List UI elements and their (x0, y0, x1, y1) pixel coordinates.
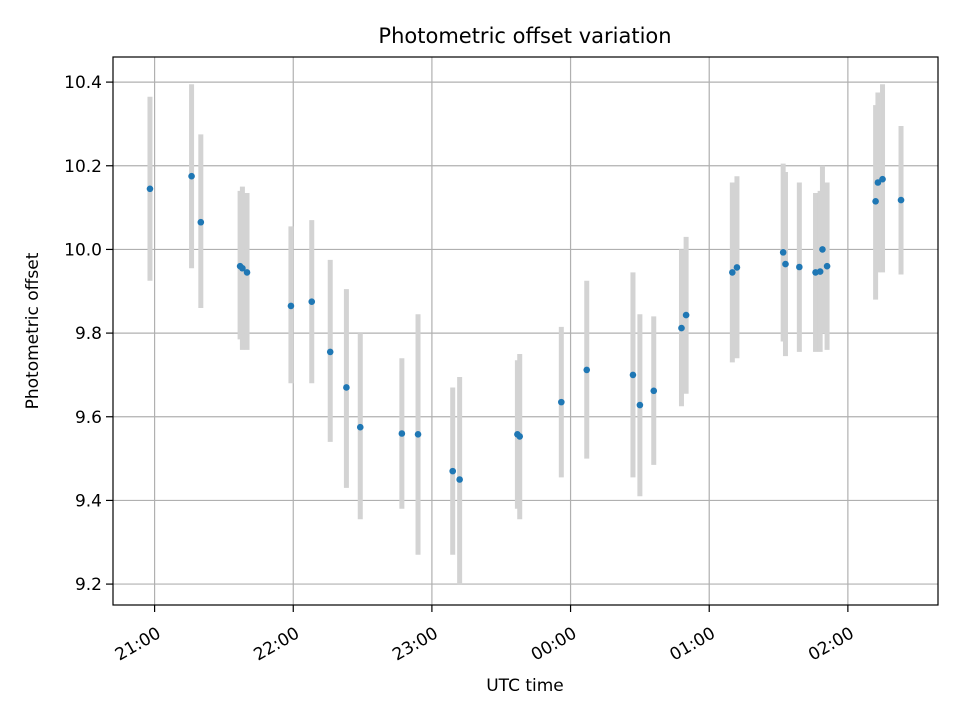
data-point (779, 249, 787, 256)
data-point (629, 371, 637, 379)
y-tick-label: 10.4 (64, 73, 102, 93)
data-point (872, 198, 879, 205)
data-point (356, 423, 364, 431)
data-point (398, 430, 406, 437)
data-point (733, 264, 741, 271)
data-point (239, 264, 246, 272)
data-point (287, 302, 295, 310)
data-point (796, 263, 803, 271)
data-point (897, 196, 905, 204)
data-point (343, 384, 350, 391)
plot-frame (112, 56, 939, 606)
data-point (146, 185, 154, 193)
data-point (782, 260, 789, 268)
y-axis-ticks: 9.2 9.4 9.6 9.8 10.0 10.2 10.4 (64, 73, 113, 595)
data-point (414, 431, 422, 438)
data-point (197, 218, 205, 226)
data-point (308, 298, 316, 306)
y-tick-label: 9.4 (75, 491, 102, 511)
data-point (583, 366, 591, 374)
data-point (243, 269, 251, 276)
data-point (558, 398, 565, 406)
data-point (729, 269, 736, 276)
y-tick-label: 10.2 (64, 157, 102, 177)
y-tick-label: 9.2 (75, 575, 102, 595)
y-axis-label: Photometric offset (23, 252, 43, 409)
data-point (188, 172, 195, 180)
data-point (823, 262, 831, 270)
data-point (682, 311, 690, 319)
x-axis-label: UTC time (486, 676, 564, 696)
data-point (678, 324, 685, 332)
data-point (816, 268, 824, 275)
data-points (146, 172, 905, 483)
chart-title: Photometric offset variation (378, 24, 671, 48)
data-point (516, 433, 524, 440)
data-point (326, 348, 334, 356)
y-tick-label: 9.6 (75, 408, 102, 428)
data-point (874, 179, 882, 186)
data-point (879, 175, 886, 183)
data-point (456, 476, 463, 483)
y-tick-label: 9.8 (75, 324, 102, 344)
data-point (636, 401, 644, 409)
data-point (449, 467, 457, 475)
y-tick-label: 10.0 (64, 240, 102, 260)
data-point (819, 246, 826, 253)
data-point (650, 387, 658, 395)
